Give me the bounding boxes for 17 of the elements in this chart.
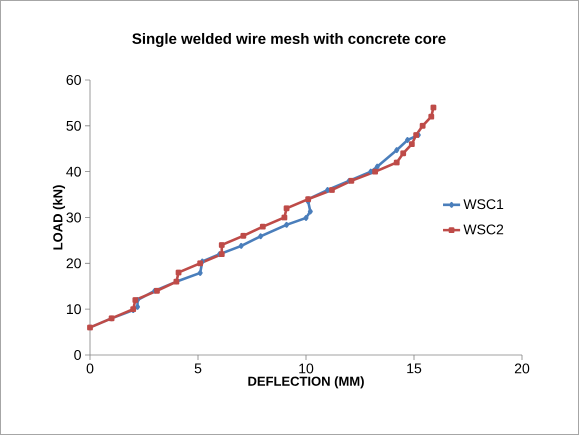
x-tick-label: 20	[514, 364, 530, 374]
y-tick-label: 30	[66, 212, 81, 222]
legend-label: WSC2	[463, 224, 504, 234]
y-tick-label: 50	[66, 120, 81, 131]
legend-label: WSC1	[463, 199, 504, 210]
y-tick-label: 20	[66, 258, 81, 268]
x-tick-label: 15	[407, 364, 422, 374]
chart-title: Single welded wire mesh with concrete core	[132, 32, 446, 48]
y-tick-label: 40	[66, 166, 81, 177]
x-axis-title: DEFLECTION (MM)	[248, 376, 364, 388]
y-tick-label: 0	[74, 350, 81, 360]
y-tick-label: 10	[66, 304, 81, 314]
y-axis-title: LOAD (kN)	[52, 185, 66, 250]
x-tick-label: 5	[194, 364, 202, 374]
x-tick-label: 10	[299, 364, 314, 374]
x-tick-label: 0	[86, 364, 94, 374]
y-tick-label: 60	[66, 75, 81, 85]
